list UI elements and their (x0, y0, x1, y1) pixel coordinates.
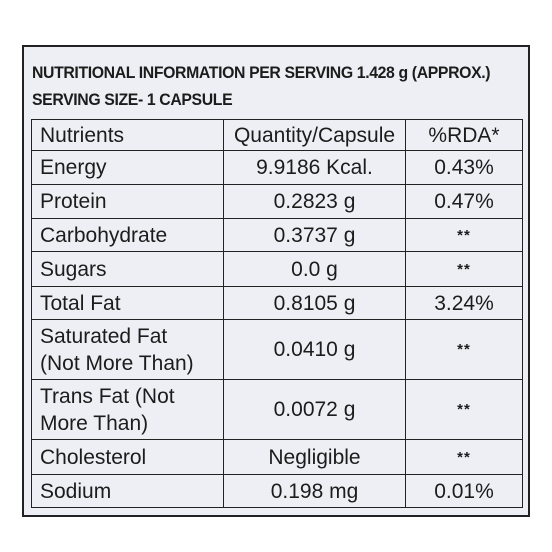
nutrient-quantity: 9.9186 Kcal. (223, 150, 406, 185)
nutrient-quantity: 0.3737 g (223, 218, 406, 252)
nutrient-rda: ** (405, 379, 523, 440)
nutrient-quantity: Negligible (223, 439, 406, 475)
nutrient-name: Saturated Fat (Not More Than) (31, 319, 224, 380)
nutrient-name-line: Cholesterol (40, 445, 147, 469)
nutrient-rda: ** (405, 319, 523, 380)
nutrient-quantity: 0.0072 g (223, 379, 406, 440)
nutrient-rda: 0.47% (405, 184, 523, 219)
column-header-rda: %RDA* (405, 119, 523, 151)
heading-line-serving-info: NUTRITIONAL INFORMATION PER SERVING 1.42… (32, 63, 491, 82)
nutrient-name-line: (Not More Than) (40, 351, 194, 375)
nutrient-name: Trans Fat (Not More Than) (31, 379, 224, 440)
nutrient-rda: 0.43% (405, 150, 523, 185)
nutrient-name-line: Sugars (40, 257, 107, 281)
column-header-nutrients: Nutrients (31, 119, 224, 151)
table-header-row: Nutrients Quantity/Capsule %RDA* (31, 119, 523, 151)
nutrient-quantity: 0.8105 g (223, 286, 406, 320)
table-row: Sugars 0.0 g ** (31, 251, 523, 287)
nutrient-name-line: Energy (40, 156, 107, 179)
nutrition-heading: NUTRITIONAL INFORMATION PER SERVING 1.42… (32, 59, 491, 113)
nutrient-rda: ** (405, 439, 523, 475)
nutrient-rda: ** (405, 218, 523, 252)
nutrient-quantity: 0.0 g (223, 251, 406, 287)
nutrient-rda: 3.24% (405, 286, 523, 320)
nutrient-name-line: Trans Fat (Not (40, 384, 175, 408)
table-row: Energy 9.9186 Kcal. 0.43% (31, 150, 523, 185)
nutrient-rda: ** (405, 251, 523, 287)
table-row: Cholesterol Negligible ** (31, 439, 523, 475)
nutrition-table: Nutrients Quantity/Capsule %RDA* Energy … (31, 119, 523, 508)
nutrient-name: Protein (31, 184, 224, 219)
table-row: Saturated Fat (Not More Than) 0.0410 g *… (31, 319, 523, 380)
nutrient-name-line: Sodium (40, 479, 112, 503)
nutrient-name: Carbohydrate (31, 218, 224, 252)
nutrient-name-line: Saturated Fat (40, 324, 168, 348)
table-row: Sodium 0.198 mg 0.01% (31, 474, 523, 508)
nutrient-name-line: Carbohydrate (40, 223, 168, 247)
nutrient-name-line: Total Fat (40, 291, 121, 315)
column-header-quantity: Quantity/Capsule (223, 119, 406, 151)
nutrient-name: Sodium (31, 474, 224, 508)
table-row: Trans Fat (Not More Than) 0.0072 g ** (31, 379, 523, 440)
table-row: Carbohydrate 0.3737 g ** (31, 218, 523, 252)
nutrient-name: Energy (31, 150, 224, 185)
nutrient-rda: 0.01% (405, 474, 523, 508)
table-row: Total Fat 0.8105 g 3.24% (31, 286, 523, 320)
nutrient-name-line: More Than) (40, 411, 149, 435)
nutrient-quantity: 0.0410 g (223, 319, 406, 380)
table-row: Protein 0.2823 g 0.47% (31, 184, 523, 219)
nutrient-name: Total Fat (31, 286, 224, 320)
nutrient-quantity: 0.2823 g (223, 184, 406, 219)
heading-line-serving-size: SERVING SIZE- 1 CAPSULE (32, 90, 233, 109)
nutrition-label-panel: NUTRITIONAL INFORMATION PER SERVING 1.42… (22, 45, 530, 517)
nutrient-name: Sugars (31, 251, 224, 287)
nutrient-quantity: 0.198 mg (223, 474, 406, 508)
nutrient-name: Cholesterol (31, 439, 224, 475)
nutrient-name-line: Protein (40, 190, 107, 213)
